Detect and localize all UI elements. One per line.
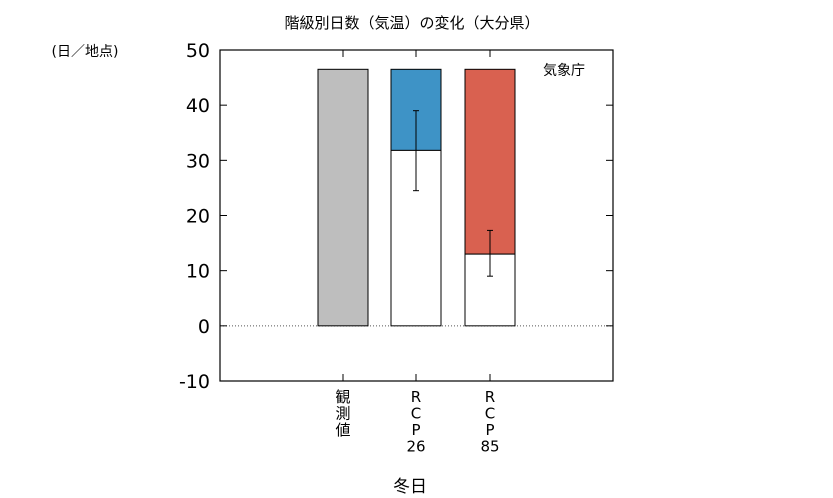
y-tick-label-30: 30 [186, 150, 210, 172]
y-tick-label-40: 40 [186, 95, 210, 117]
chart-title: 階級別日数（気温）の変化（大分県） [284, 14, 539, 32]
y-tick-label-10: 10 [186, 261, 210, 283]
category-label-0-2: 値 [335, 421, 350, 439]
category-label-1-3: 26 [406, 438, 425, 456]
bar-0 [317, 68, 369, 327]
bar-change-2 [464, 68, 516, 255]
y-axis-label: (日／地点) [52, 44, 119, 60]
category-label-2-1: C [485, 405, 495, 423]
x-axis-label: 冬日 [393, 477, 427, 497]
y-tick-label--10: -10 [179, 371, 210, 393]
category-label-2-3: 85 [480, 438, 499, 456]
y-tick-label-0: 0 [198, 316, 210, 338]
category-label-2-0: R [485, 388, 495, 406]
source-annotation: 気象庁 [543, 63, 585, 79]
category-label-0-0: 観 [335, 388, 350, 406]
category-label-1-0: R [411, 388, 421, 406]
category-label-0-1: 測 [335, 405, 350, 423]
category-label-2-2: P [485, 421, 494, 439]
y-tick-label-20: 20 [186, 206, 210, 228]
category-label-1-1: C [411, 405, 421, 423]
category-label-1-2: P [411, 421, 420, 439]
y-tick-label-50: 50 [186, 40, 210, 62]
